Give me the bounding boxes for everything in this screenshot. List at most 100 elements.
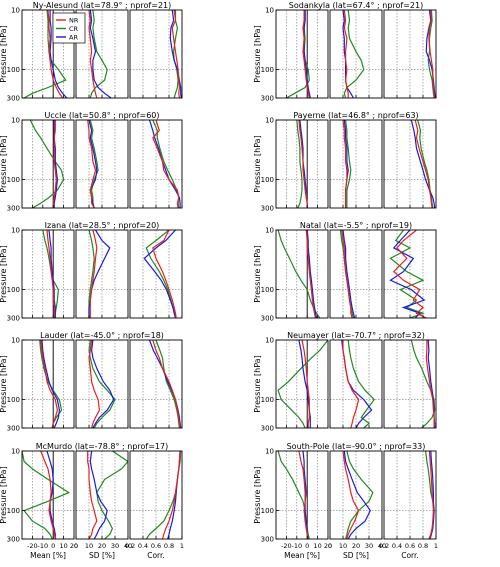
x-tick-label: 40 (378, 542, 386, 550)
series-line-nr (161, 451, 181, 539)
series-line-cr (89, 10, 108, 98)
station-title: Ny-Alesund (lat=78.9° ; nprof=21) (33, 1, 172, 10)
x-tick-label: 0.6 (405, 542, 415, 550)
y-axis-label: Pressure [hPa] (253, 135, 262, 192)
panel-neumayer-corr (383, 339, 437, 429)
series-line-cr (345, 451, 374, 539)
x-tick-label: 10 (313, 542, 321, 550)
x-tick-label: 20 (70, 542, 78, 550)
y-tick-label: 10 (265, 448, 274, 456)
x-tick-label: 0 (328, 542, 332, 550)
series-line-cr (145, 230, 177, 318)
x-axis-label: SD [%] (343, 551, 369, 560)
panel-sodankyla-corr (383, 9, 437, 99)
series-line-ar (148, 340, 182, 428)
series-line-ar (306, 230, 318, 318)
x-axis-label: SD [%] (89, 551, 115, 560)
x-tick-label: 20 (324, 542, 332, 550)
series-line-cr (96, 451, 128, 539)
series-line-cr (89, 120, 99, 208)
panel-mcmurdo-sd: 0 10 20 30 40 SD [%] (74, 450, 132, 560)
station-title: Uccle (lat=50.8° ; nprof=60) (45, 111, 160, 120)
panel-frame (21, 9, 75, 99)
series-line-nr (298, 120, 308, 208)
y-tick-label: 10 (11, 337, 20, 345)
panel-frame (21, 229, 75, 319)
y-tick-label: 100 (261, 176, 274, 184)
panel-izana-corr (129, 229, 183, 319)
y-tick-label: 300 (261, 205, 274, 213)
station-title: Izana (lat=28.5° ; nprof=20) (45, 221, 160, 230)
x-tick-label: 0 (74, 542, 78, 550)
series-line-ar (90, 340, 115, 428)
series-line-nr (47, 10, 64, 98)
x-tick-label: 1 (180, 542, 184, 550)
y-tick-label: 10 (265, 7, 274, 15)
x-tick-label: 20 (352, 542, 360, 550)
series-line-ar (48, 230, 56, 318)
panel-natal-mean: 10 100 300 Pressure [hPa] (253, 227, 329, 323)
y-tick-label: 100 (261, 286, 274, 294)
series-line-cr (29, 120, 65, 208)
series-line-cr (417, 120, 434, 208)
panel-neumayer-mean: 10 100 300 Pressure [hPa] (253, 337, 329, 433)
station-title: South-Pole (lat=-90.0° ; nprof=33) (287, 442, 426, 451)
series-line-cr (343, 10, 365, 98)
series-line-nr (428, 451, 435, 539)
panel-natal-sd (329, 229, 383, 319)
series-line-nr (88, 340, 101, 428)
x-tick-label: 0.8 (164, 542, 174, 550)
series-line-ar (88, 230, 111, 318)
series-line-cr (286, 10, 310, 98)
x-tick-label: 10 (339, 542, 347, 550)
panel-lauder-sd (75, 339, 129, 429)
x-tick-label: 0.2 (379, 542, 389, 550)
series-line-cr (345, 120, 352, 208)
x-axis-label: Corr. (401, 551, 419, 560)
y-tick-label: 100 (7, 286, 20, 294)
series-line-ar (148, 120, 181, 208)
y-axis-label: Pressure [hPa] (0, 25, 8, 82)
panel-ny-alesund-sd (75, 9, 129, 99)
y-axis-label: Pressure [hPa] (253, 245, 262, 302)
y-axis-label: Pressure [hPa] (253, 25, 262, 82)
series-line-ar (143, 230, 177, 318)
series-line-ar (303, 10, 311, 98)
x-tick-label: 40 (124, 542, 132, 550)
legend-label-cr: CR (69, 25, 79, 33)
y-tick-label: 10 (11, 7, 20, 15)
x-axis-label: Corr. (147, 551, 165, 560)
panel-natal-corr (383, 229, 437, 319)
panel-frame (275, 9, 329, 99)
x-tick-label: 10 (59, 542, 67, 550)
x-tick-label: -10 (291, 542, 302, 550)
x-tick-label: 0.6 (151, 542, 161, 550)
series-line-nr (342, 340, 360, 428)
series-line-nr (302, 10, 310, 98)
x-tick-label: 20 (98, 542, 106, 550)
station-title: Lauder (lat=-45.0° ; nprof=18) (40, 331, 164, 340)
series-line-nr (88, 10, 98, 98)
y-tick-label: 10 (265, 337, 274, 345)
series-line-ar (89, 10, 112, 98)
panel-sodankyla-mean: 10 100 300 Pressure [hPa] (253, 7, 329, 103)
x-tick-label: 10 (85, 542, 93, 550)
series-line-ar (298, 340, 311, 428)
y-tick-label: 300 (7, 205, 20, 213)
panel-payerne-sd (329, 119, 383, 209)
series-line-cr (296, 120, 303, 208)
y-tick-label: 300 (261, 95, 274, 103)
x-tick-label: 0 (305, 542, 309, 550)
legend-label-ar: AR (69, 34, 78, 42)
panel-uccle-corr (129, 119, 183, 209)
series-line-ar (341, 340, 373, 428)
series-line-nr (342, 451, 360, 539)
series-line-nr (87, 120, 97, 208)
station-title: Natal (lat=-5.5° ; nprof=19) (300, 221, 412, 230)
series-line-nr (341, 230, 353, 318)
series-line-nr (152, 340, 181, 428)
panel-neumayer-sd (329, 339, 383, 429)
